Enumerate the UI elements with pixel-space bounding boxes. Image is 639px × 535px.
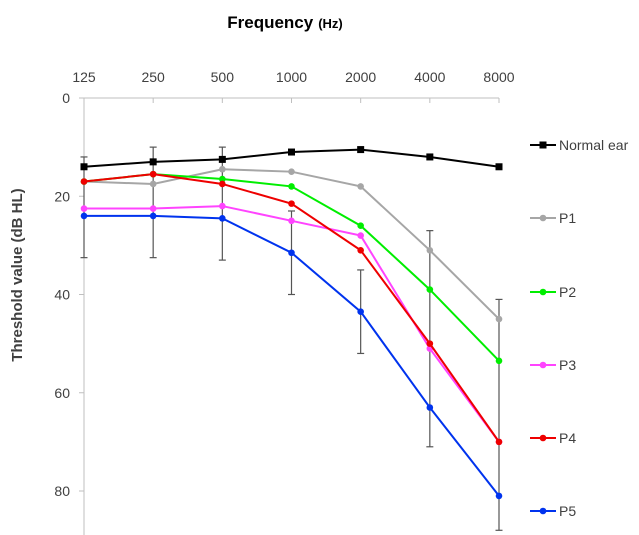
data-point — [288, 168, 295, 175]
x-tick-label: 500 — [211, 69, 235, 85]
legend-entry: P2 — [530, 284, 576, 300]
legend-entry: P1 — [530, 210, 576, 226]
data-point — [288, 183, 295, 190]
data-point — [495, 438, 503, 446]
data-point — [495, 315, 503, 323]
legend-marker — [539, 434, 547, 442]
data-point — [426, 286, 434, 293]
data-point — [495, 163, 503, 171]
data-point — [219, 175, 226, 183]
data-point — [288, 217, 295, 225]
series-p1 — [80, 165, 503, 323]
y-tick-label: 60 — [54, 385, 70, 401]
chart-title-unit: (Hz) — [318, 16, 343, 31]
data-point — [288, 148, 295, 156]
series-p4 — [80, 170, 503, 446]
y-tick-label: 0 — [62, 90, 70, 106]
legend-label: P2 — [559, 284, 576, 300]
data-point — [357, 232, 364, 239]
series-p5 — [80, 212, 503, 500]
y-axis-label: Threshold value (dB HL) — [9, 188, 26, 361]
data-point — [149, 205, 157, 212]
data-point — [426, 340, 434, 347]
y-tick-label: 80 — [54, 483, 70, 499]
legend: Normal ear P1 P2 P3 P4 P5 — [530, 137, 629, 519]
legend-entry: P3 — [530, 357, 576, 373]
data-point — [219, 165, 226, 173]
x-tick-label: 8000 — [483, 69, 514, 85]
data-point — [149, 180, 157, 188]
legend-marker — [539, 288, 547, 296]
x-tick-label: 1000 — [276, 69, 307, 85]
data-point — [149, 158, 157, 166]
legend-label: P4 — [559, 430, 576, 446]
legend-entry: P4 — [530, 430, 576, 446]
x-tick-label: 4000 — [414, 69, 445, 85]
data-point — [426, 153, 434, 161]
data-point — [357, 146, 365, 154]
data-point — [149, 170, 157, 178]
x-tick-label: 2000 — [345, 69, 376, 85]
data-point — [357, 308, 364, 315]
data-point — [219, 215, 226, 222]
legend-label: Normal ear — [559, 137, 629, 153]
y-tick-label: 40 — [54, 287, 70, 303]
x-tick-label: 125 — [72, 69, 96, 85]
data-point — [495, 357, 503, 365]
x-tick-label: 250 — [141, 69, 165, 85]
data-point — [426, 404, 434, 411]
data-point — [426, 246, 434, 254]
data-point — [219, 202, 226, 210]
data-point — [149, 212, 157, 220]
data-point — [357, 222, 364, 230]
data-point — [288, 249, 295, 257]
legend-marker — [539, 141, 547, 149]
legend-label: P5 — [559, 503, 576, 519]
legend-entry: P5 — [530, 503, 576, 519]
legend-entry: Normal ear — [530, 137, 629, 153]
data-point — [357, 183, 364, 190]
data-point — [288, 200, 295, 207]
data-point — [495, 492, 503, 500]
data-point — [218, 155, 226, 163]
data-point — [357, 246, 364, 254]
legend-marker — [539, 361, 547, 369]
chart-title: Frequency (Hz) — [227, 13, 343, 32]
y-tick-label: 20 — [54, 188, 70, 204]
data-point — [219, 180, 226, 188]
legend-marker — [539, 507, 547, 515]
legend-label: P1 — [559, 210, 576, 226]
data-point — [80, 205, 88, 212]
data-point — [80, 163, 88, 171]
series-lines — [80, 146, 503, 500]
data-point — [80, 178, 88, 185]
data-point — [80, 212, 88, 220]
legend-marker — [539, 214, 547, 222]
chart-title-main: Frequency — [227, 13, 314, 32]
legend-label: P3 — [559, 357, 576, 373]
axes: 125 250 500 1000 2000 4000 8000 0 20 40 60 80 — [54, 69, 515, 535]
series-normal-ear — [80, 146, 503, 171]
